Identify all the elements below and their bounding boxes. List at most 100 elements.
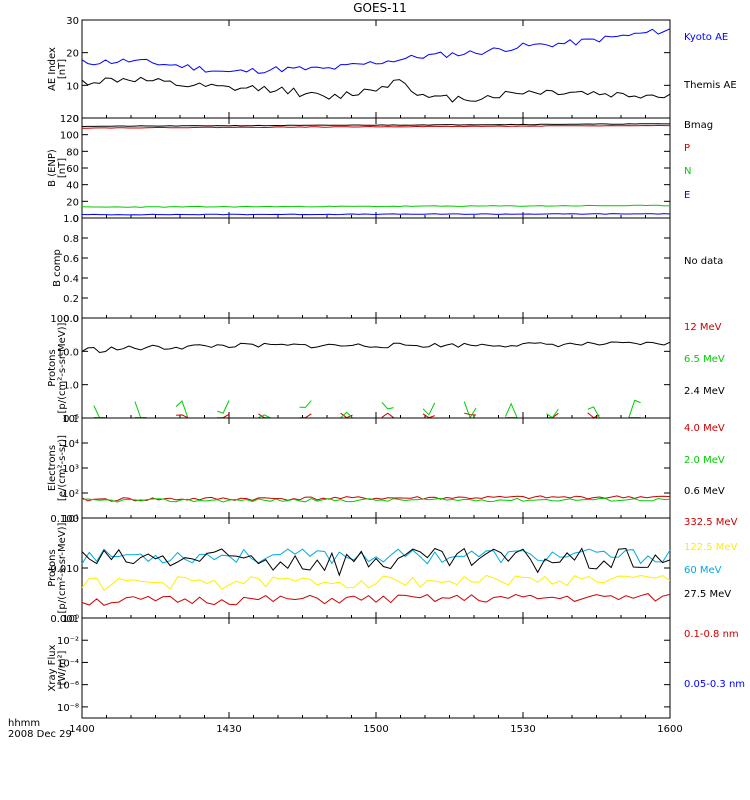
- y-tick-label: 0.100: [50, 514, 79, 525]
- legend-label: 2.4 MeV: [684, 386, 725, 397]
- y-tick-label: 0: [73, 114, 79, 125]
- panel-frame: [81, 517, 671, 619]
- y-tick-label: 0.8: [63, 234, 79, 245]
- series-line: [81, 495, 671, 502]
- series-line: [81, 76, 671, 103]
- legend-label: 0.6 MeV: [684, 486, 725, 497]
- y-axis-label: B (ENP): [47, 149, 58, 187]
- y-tick-label: 10⁵: [62, 414, 79, 425]
- series-line: [81, 213, 671, 216]
- y-tick-label: 0.2: [63, 294, 79, 305]
- y-tick-label: 10³: [62, 464, 79, 475]
- panel-frame: [81, 417, 671, 519]
- series-line: [546, 408, 559, 419]
- y-axis-label: [p/(cm²-s-sr-MeV)]: [57, 322, 68, 413]
- y-tick-label: 10⁻⁸: [57, 703, 79, 714]
- series-line: [217, 400, 230, 414]
- series-line: [134, 401, 147, 419]
- legend-label: Kyoto AE: [684, 32, 728, 43]
- series-line: [81, 123, 670, 127]
- legend-label: N: [684, 166, 691, 177]
- panel-frame: [81, 217, 671, 319]
- series-line: [381, 412, 394, 419]
- y-tick-label: 10⁻²: [57, 636, 79, 647]
- y-axis-label: [p/(cm²-s-sr-MeV)]: [57, 522, 68, 613]
- legend-label: 2.0 MeV: [684, 455, 725, 466]
- y-tick-label: 0.001: [50, 614, 79, 625]
- series-line: [299, 413, 312, 419]
- legend-label: 0.05-0.3 nm: [684, 679, 745, 690]
- series-line: [217, 413, 230, 419]
- time-axis-unit: hhmm: [8, 718, 40, 729]
- y-axis-label: AE Index: [47, 47, 58, 91]
- series-line: [299, 400, 312, 408]
- panel-5: 10¹ 10² 10³ 10⁴ 10⁵ Electrons [e/(cm²-s-sr)] 4.…: [47, 414, 725, 525]
- date-label: 2008 Dec 29: [8, 729, 72, 740]
- series-line: [81, 497, 671, 503]
- series-line: [340, 411, 353, 419]
- legend-label: 60 MeV: [684, 565, 722, 576]
- legend-label: 27.5 MeV: [684, 589, 731, 600]
- y-axis-label: [nT]: [57, 59, 68, 79]
- series-line: [504, 402, 518, 418]
- series-line: [81, 593, 671, 606]
- y-tick-label: 0.4: [63, 274, 79, 285]
- series-line: [587, 406, 600, 418]
- panel-frame: [81, 317, 671, 419]
- chart-title: GOES-11: [353, 1, 407, 15]
- y-tick-label: 10.0: [57, 347, 79, 358]
- series-line: [81, 548, 671, 565]
- series-line: [81, 574, 671, 591]
- series-line: [81, 547, 671, 577]
- legend-label: E: [684, 190, 690, 201]
- y-tick-label: 10: [66, 81, 79, 92]
- series-line: [422, 402, 436, 416]
- x-tick-label: 1530: [510, 724, 535, 735]
- legend-label: 122.5 MeV: [684, 542, 738, 553]
- y-tick-label: 100.0: [50, 314, 79, 325]
- panel-frame: [81, 117, 671, 219]
- y-tick-label: 60: [66, 164, 79, 175]
- y-tick-label: 0.6: [63, 254, 79, 265]
- series-line: [464, 412, 477, 416]
- x-tick-label: 1600: [657, 724, 682, 735]
- panel-frame: [81, 617, 671, 719]
- y-tick-label: 10⁴: [62, 439, 79, 450]
- series-line: [82, 124, 670, 129]
- y-tick-label: 20: [66, 197, 79, 208]
- legend-label: 332.5 MeV: [684, 517, 738, 528]
- series-line: [81, 341, 671, 354]
- y-axis-label: [W/m²]: [57, 650, 68, 685]
- x-tick-label: 1400: [69, 724, 94, 735]
- y-tick-label: 20: [66, 49, 79, 60]
- y-tick-label: 10²: [62, 489, 79, 500]
- legend-label: 4.0 MeV: [684, 423, 725, 434]
- legend-label: Themis AE: [683, 80, 737, 91]
- series-line: [175, 400, 189, 418]
- y-tick-label: 1.0: [63, 381, 79, 392]
- panel-2: 0 20 40 60 80 100 120 B (ENP) [nT] Bmag P N E: [47, 114, 713, 225]
- y-tick-label: 0.1: [63, 414, 79, 425]
- y-axis-label: B comp: [52, 249, 63, 287]
- x-tick-label: 1430: [216, 724, 241, 735]
- y-tick-label: 10¹: [62, 514, 79, 525]
- y-tick-label: 0.010: [50, 564, 79, 575]
- y-tick-label: 10⁰: [62, 614, 79, 625]
- legend-label: P: [684, 143, 690, 154]
- y-axis-label: [e/(cm²-s-sr)]: [57, 435, 68, 501]
- series-line: [81, 28, 671, 74]
- y-tick-label: 120: [60, 114, 79, 125]
- x-tick-label: 1500: [363, 724, 388, 735]
- y-tick-label: 10⁻⁶: [57, 681, 79, 692]
- legend-label: 0.1-0.8 nm: [684, 629, 739, 640]
- panel-3: 0.0 0.2 0.4 0.6 0.8 1.0 B comp No data: [52, 214, 723, 325]
- y-axis-label: [nT]: [57, 158, 68, 178]
- y-axis-label: Electrons: [47, 445, 58, 491]
- y-tick-label: 0: [73, 214, 79, 225]
- y-axis-label: Protons: [47, 349, 58, 386]
- y-tick-label: 30: [66, 16, 79, 27]
- series-line: [381, 401, 394, 410]
- legend-label: No data: [684, 256, 723, 267]
- panel-7: 10⁻⁸ 10⁻⁶ 10⁻⁴ 10⁻² 10⁰ Xray Flux [W/m²] 0.1-0.…: [47, 614, 745, 719]
